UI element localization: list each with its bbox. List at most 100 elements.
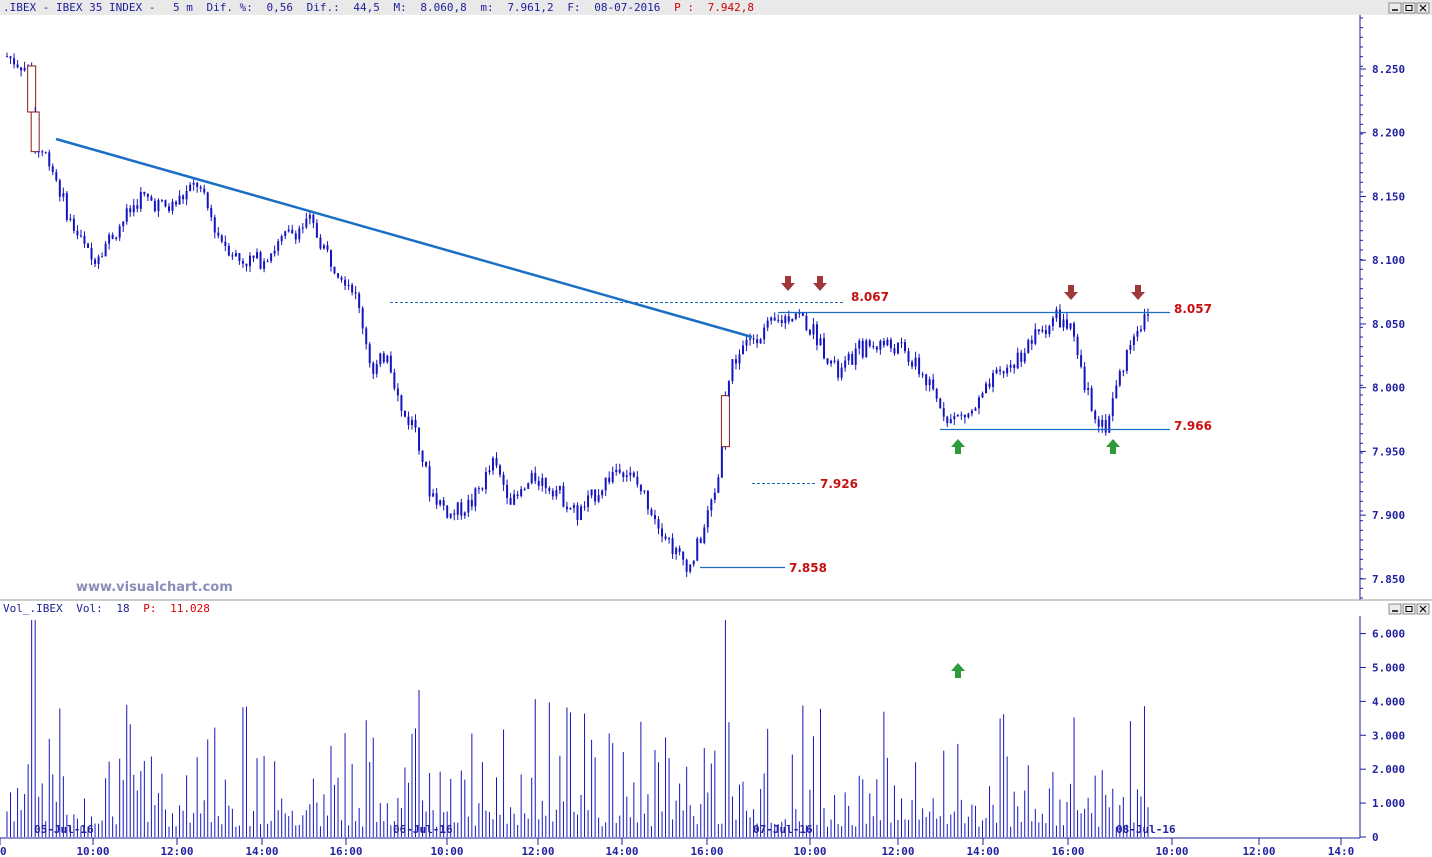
candle-body bbox=[20, 67, 23, 71]
candle-body bbox=[44, 152, 47, 154]
candle-body bbox=[1129, 345, 1132, 350]
candle-body bbox=[1076, 336, 1079, 356]
candle-body bbox=[759, 339, 762, 344]
volume-tick-label: 6.000 bbox=[1372, 628, 1405, 641]
maximize-icon[interactable] bbox=[1402, 603, 1416, 615]
candle-body bbox=[319, 237, 322, 249]
candle-body bbox=[932, 379, 935, 390]
candle-body bbox=[615, 469, 618, 472]
candle-body bbox=[713, 492, 716, 500]
candle-body bbox=[418, 427, 421, 451]
candle-body bbox=[329, 249, 332, 267]
down-arrow-icon bbox=[781, 276, 795, 291]
price-header-text: .IBEX - IBEX 35 INDEX - 5 m Dif. %: 0,56… bbox=[3, 0, 754, 15]
candle-body bbox=[622, 472, 625, 478]
candle-body bbox=[488, 470, 491, 473]
candle-body bbox=[192, 182, 195, 185]
candle-body bbox=[439, 500, 442, 505]
candle-body bbox=[375, 364, 378, 374]
candle-body bbox=[1094, 410, 1097, 420]
volume-tick-label: 4.000 bbox=[1372, 695, 1405, 708]
time-tick-label: 10:00 bbox=[430, 845, 463, 857]
candle-body bbox=[16, 64, 19, 68]
price-tick-label: 8.200 bbox=[1372, 127, 1405, 140]
candle-body bbox=[79, 235, 82, 237]
candle-body bbox=[432, 493, 435, 497]
price-window-buttons[interactable] bbox=[1388, 2, 1430, 14]
candle-body bbox=[1020, 352, 1023, 362]
candle-body bbox=[896, 342, 899, 354]
candle-body bbox=[322, 245, 325, 249]
candle-body bbox=[1080, 355, 1083, 367]
volume-window-buttons[interactable] bbox=[1388, 603, 1430, 615]
candle-body bbox=[227, 245, 230, 256]
candle-body bbox=[65, 193, 68, 220]
maximize-icon[interactable] bbox=[1402, 2, 1416, 14]
candle-body bbox=[960, 414, 963, 416]
candle-body bbox=[787, 316, 790, 322]
candle-body bbox=[685, 559, 688, 572]
candle-body bbox=[358, 293, 361, 309]
candle-body bbox=[481, 488, 484, 490]
candle-body bbox=[266, 261, 269, 263]
candle-body bbox=[904, 342, 907, 352]
date-label: 07-Jul-16 bbox=[753, 823, 813, 836]
candle-body bbox=[562, 486, 565, 507]
candle-body bbox=[217, 232, 220, 236]
candle-body bbox=[421, 450, 424, 462]
candle-body bbox=[601, 490, 604, 496]
candle-body bbox=[259, 252, 262, 269]
level-label-8057: 8.057 bbox=[1174, 302, 1212, 316]
candle-body bbox=[946, 416, 949, 424]
candle-body bbox=[344, 279, 347, 286]
minimize-icon[interactable] bbox=[1388, 2, 1402, 14]
candle-body bbox=[122, 221, 125, 227]
candle-body bbox=[928, 379, 931, 386]
candle-body bbox=[784, 316, 787, 324]
candle-body bbox=[643, 490, 646, 492]
candle-body bbox=[801, 312, 804, 316]
candle-body bbox=[967, 413, 970, 418]
candle-body bbox=[1139, 329, 1142, 332]
volume-tick-label: 1.000 bbox=[1372, 797, 1405, 810]
candle-body bbox=[337, 273, 340, 278]
candle-body bbox=[805, 315, 808, 331]
candle-body bbox=[939, 398, 942, 409]
candle-body bbox=[886, 339, 889, 346]
candle-body bbox=[1034, 329, 1037, 344]
candle-body bbox=[639, 484, 642, 492]
candle-body bbox=[199, 186, 202, 189]
candle-body bbox=[1058, 309, 1061, 328]
candle-body bbox=[661, 528, 664, 537]
candle-body bbox=[368, 344, 371, 364]
candle-body bbox=[453, 513, 456, 515]
candle-body bbox=[90, 247, 93, 260]
candle-body bbox=[27, 65, 37, 113]
candle-body bbox=[1136, 331, 1139, 337]
candle-body bbox=[1122, 370, 1125, 372]
candle-body bbox=[238, 253, 241, 261]
minimize-icon[interactable] bbox=[1388, 603, 1402, 615]
candle-body bbox=[882, 340, 885, 346]
candle-body bbox=[837, 360, 840, 378]
candle-body bbox=[889, 339, 892, 349]
candle-body bbox=[1006, 367, 1009, 374]
candle-body bbox=[213, 217, 216, 233]
candle-body bbox=[555, 490, 558, 497]
candle-body bbox=[13, 58, 16, 65]
down-arrow-icon bbox=[813, 276, 827, 291]
time-tick-label: 16:00 bbox=[690, 845, 723, 857]
candle-body bbox=[766, 320, 769, 328]
candle-body bbox=[682, 551, 685, 560]
candle-body bbox=[379, 353, 382, 365]
candle-body bbox=[844, 360, 847, 368]
candle-body bbox=[326, 245, 329, 250]
time-tick-label: 16:00 bbox=[329, 845, 362, 857]
candle-body bbox=[1104, 419, 1107, 433]
candle-body bbox=[1147, 314, 1149, 316]
candle-body bbox=[1023, 352, 1026, 362]
candle-body bbox=[580, 506, 583, 521]
candle-body bbox=[125, 208, 128, 222]
candle-body bbox=[315, 223, 318, 238]
candle-body bbox=[273, 250, 276, 254]
